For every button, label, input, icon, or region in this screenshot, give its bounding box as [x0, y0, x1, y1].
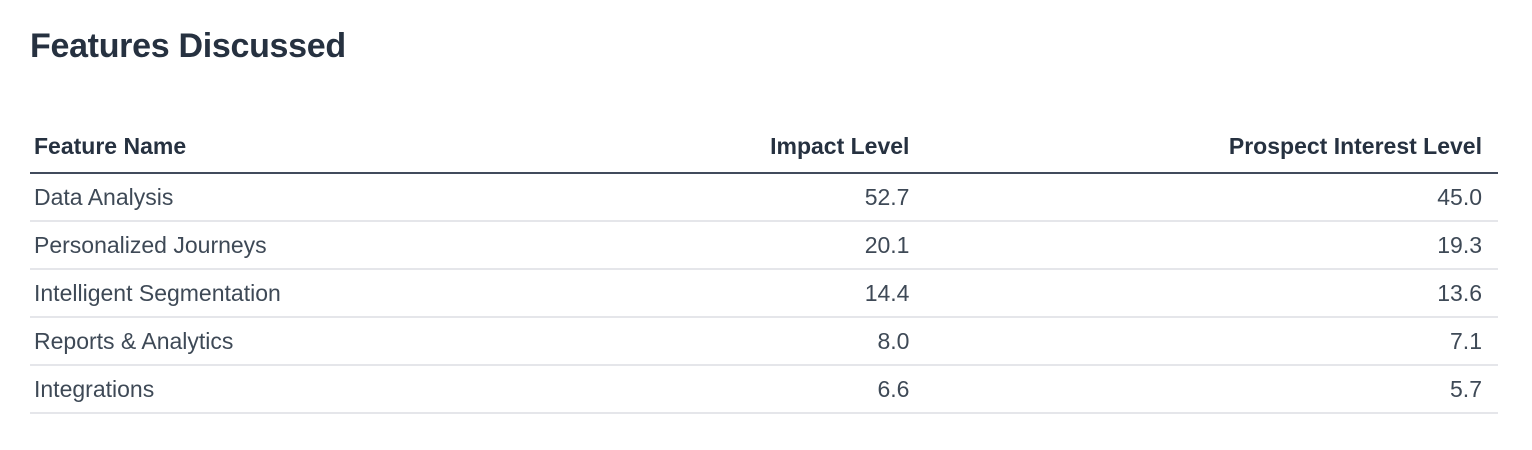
table-row: Intelligent Segmentation 14.4 13.6: [30, 269, 1498, 318]
impact-level-cell: 14.4: [587, 269, 926, 318]
table-row: Integrations 6.6 5.7: [30, 365, 1498, 414]
impact-level-cell: 20.1: [587, 221, 926, 270]
interest-level-cell: 45.0: [925, 173, 1498, 222]
table-row: Data Analysis 52.7 45.0: [30, 173, 1498, 222]
features-table: Feature Name Impact Level Prospect Inter…: [30, 133, 1498, 414]
column-header-impact-level: Impact Level: [587, 133, 926, 174]
table-row: Reports & Analytics 8.0 7.1: [30, 317, 1498, 366]
feature-name-cell: Intelligent Segmentation: [30, 269, 588, 318]
impact-level-cell: 8.0: [587, 317, 926, 366]
interest-level-cell: 13.6: [925, 269, 1498, 318]
column-header-prospect-interest-level: Prospect Interest Level: [925, 133, 1498, 174]
interest-level-cell: 5.7: [925, 365, 1498, 414]
impact-level-cell: 6.6: [587, 365, 926, 414]
table-body: Data Analysis 52.7 45.0 Personalized Jou…: [30, 173, 1498, 414]
table-header-row: Feature Name Impact Level Prospect Inter…: [30, 133, 1498, 174]
feature-name-cell: Reports & Analytics: [30, 317, 588, 366]
page-title: Features Discussed: [30, 27, 346, 65]
interest-level-cell: 7.1: [925, 317, 1498, 366]
column-header-feature-name: Feature Name: [30, 133, 588, 174]
table-row: Personalized Journeys 20.1 19.3: [30, 221, 1498, 270]
table-header: Feature Name Impact Level Prospect Inter…: [30, 133, 1498, 174]
feature-name-cell: Personalized Journeys: [30, 221, 588, 270]
interest-level-cell: 19.3: [925, 221, 1498, 270]
impact-level-cell: 52.7: [587, 173, 926, 222]
feature-name-cell: Integrations: [30, 365, 588, 414]
feature-name-cell: Data Analysis: [30, 173, 588, 222]
